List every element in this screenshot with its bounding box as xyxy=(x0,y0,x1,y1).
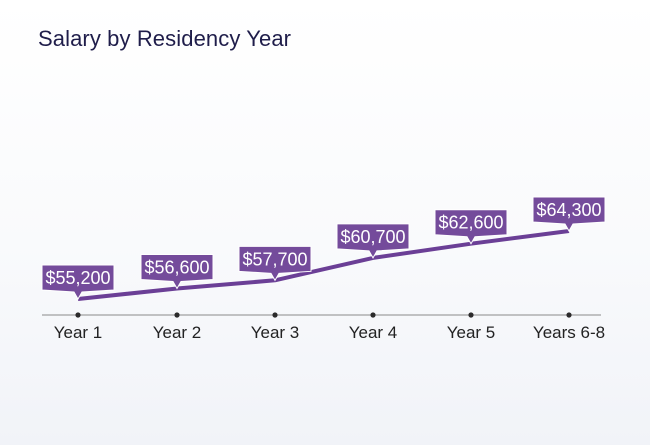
data-label: $60,700 xyxy=(340,227,405,247)
data-label: $62,600 xyxy=(438,213,503,233)
data-label: $56,600 xyxy=(144,258,209,278)
data-callout xyxy=(140,254,214,290)
data-callout xyxy=(336,223,410,259)
x-tick-dot xyxy=(174,312,180,318)
data-callout xyxy=(41,264,115,301)
x-tick-label: Year 3 xyxy=(251,323,300,342)
x-tick-dot xyxy=(566,312,572,318)
data-callout xyxy=(532,196,606,233)
data-callout xyxy=(434,209,508,245)
data-label: $57,700 xyxy=(242,249,307,269)
data-label-callouts: $55,200 $56,600 $57,700 $60,700 $62,600 $64,3… xyxy=(41,196,606,301)
chart-title: Salary by Residency Year xyxy=(38,26,292,51)
x-tick-label: Years 6-8 xyxy=(533,323,605,342)
data-callout xyxy=(238,245,312,282)
salary-series-line xyxy=(77,229,570,301)
x-tick-label: Year 1 xyxy=(54,323,103,342)
data-label: $64,300 xyxy=(536,200,601,220)
x-tick-label: Year 2 xyxy=(153,323,202,342)
data-label: $55,200 xyxy=(45,268,110,288)
x-tick-dot xyxy=(370,312,376,318)
x-axis-ticks: Year 1 Year 2 Year 3 Year 4 Year 5 Years 6-8 xyxy=(54,312,605,342)
x-tick-dot xyxy=(272,312,278,318)
x-tick-dot xyxy=(75,312,81,318)
x-tick-dot xyxy=(468,312,474,318)
x-tick-label: Year 4 xyxy=(349,323,398,342)
x-tick-label: Year 5 xyxy=(447,323,496,342)
